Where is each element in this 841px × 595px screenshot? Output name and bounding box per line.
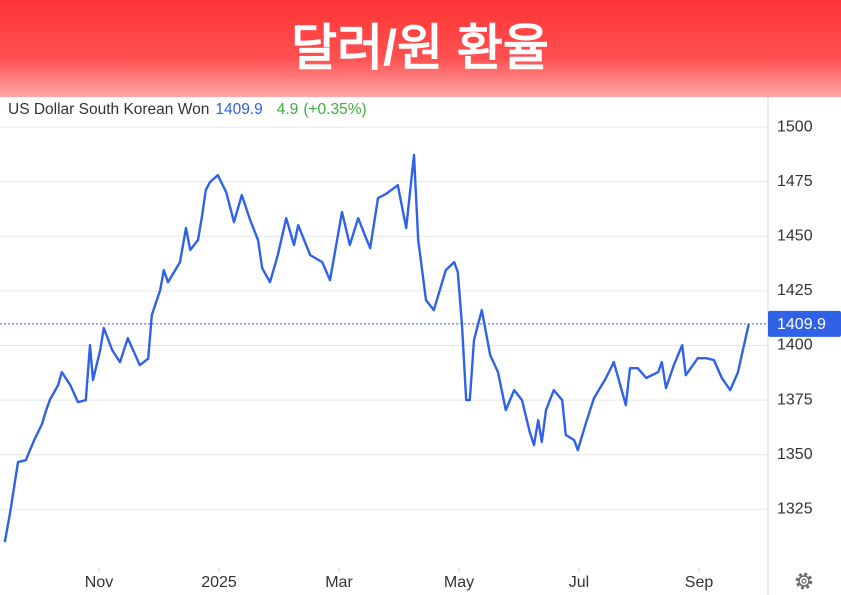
- price-line: [3, 153, 750, 543]
- x-tick-label: Nov: [85, 574, 113, 591]
- y-tick-label: 1400: [777, 337, 813, 354]
- y-tick-label: 1450: [777, 228, 813, 245]
- legend: US Dollar South Korean Won 1409.9 4.9 (+0.3…: [8, 101, 367, 118]
- y-tick-label: 1375: [777, 391, 813, 408]
- x-tick-label: May: [444, 574, 474, 591]
- legend-change-percent: (+0.35%): [303, 101, 366, 118]
- x-tick-label: Mar: [325, 574, 353, 591]
- x-tick-label: 2025: [201, 574, 237, 591]
- x-tick-label: Jul: [569, 574, 589, 591]
- price-tag-label: 1409.9: [777, 316, 826, 333]
- y-tick-label: 1325: [777, 501, 813, 518]
- price-tag: [768, 310, 841, 337]
- legend-name: US Dollar South Korean Won: [8, 101, 209, 118]
- legend-value: 1409.9: [215, 101, 262, 118]
- chart-title: 달러/원 환율: [291, 20, 549, 76]
- y-tick-label: 1500: [777, 118, 813, 135]
- settings-icon[interactable]: [795, 572, 813, 590]
- x-tick-label: Sep: [685, 574, 714, 591]
- y-tick-label: 1475: [777, 173, 813, 190]
- y-tick-label: 1350: [777, 446, 813, 463]
- gear-teeth: [795, 572, 813, 590]
- gear-ring: [798, 575, 810, 587]
- gear-hub: [801, 578, 807, 584]
- legend-change: 4.9: [277, 101, 299, 118]
- y-tick-label: 1425: [777, 282, 813, 299]
- banner: [0, 0, 841, 97]
